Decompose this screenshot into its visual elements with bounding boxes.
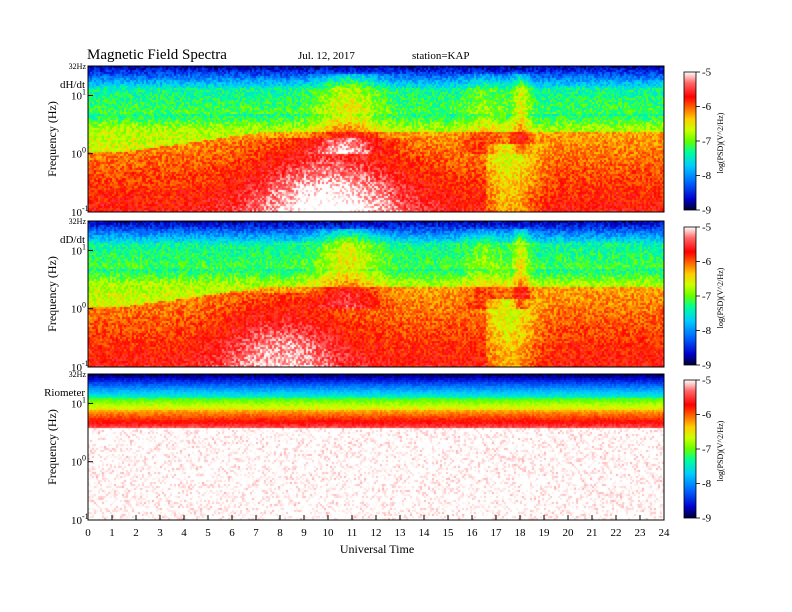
x-tick-label: 0 (85, 527, 91, 539)
colorbar-tick-label: -6 (702, 409, 712, 421)
x-tick-label: 14 (419, 527, 431, 539)
colorbar-tick-label: -9 (702, 360, 712, 372)
x-tick-label: 12 (371, 527, 382, 539)
x-tick-label: 24 (659, 527, 671, 539)
y-tick-label: 10 (71, 207, 83, 219)
x-tick-label: 16 (467, 527, 479, 539)
y-tick-label: 10 (71, 398, 83, 410)
y-tick-top: 32Hz (69, 370, 87, 379)
x-tick-label: 21 (587, 527, 598, 539)
y-axis-label: Frequency (Hz) (45, 409, 59, 485)
colorbar-tick-label: -5 (702, 222, 712, 234)
y-tick-label: 10 (71, 362, 83, 374)
x-tick-label: 4 (181, 527, 187, 539)
colorbar-scale (683, 226, 697, 366)
x-tick-label: 3 (157, 527, 163, 539)
colorbar-tick-label: -6 (702, 101, 712, 113)
y-tick-label: 10 (71, 304, 83, 316)
colorbar-tick-label: -5 (702, 67, 712, 79)
y-tick-exponent: 0 (82, 146, 86, 155)
x-tick-label: 19 (539, 527, 551, 539)
x-tick-label: 10 (323, 527, 335, 539)
colorbar-scale (683, 71, 697, 211)
colorbar-label: log(PSD)(V^2/Hz) (716, 420, 725, 481)
x-tick-label: 8 (277, 527, 283, 539)
y-tick-exponent: -1 (82, 512, 89, 521)
colorbar-tick-label: -8 (702, 478, 712, 490)
colorbar-label: log(PSD)(V^2/Hz) (716, 112, 725, 173)
colorbar-tick-label: -9 (702, 205, 712, 217)
x-tick-label: 18 (515, 527, 527, 539)
x-tick-label: 1 (109, 527, 115, 539)
y-tick-exponent: 1 (82, 87, 86, 96)
panel-label: dD/dt (60, 234, 85, 246)
colorbar: -5 -6 -7 -8 -9 log(PSD)(V^2/Hz) (683, 222, 725, 372)
y-tick-exponent: 0 (82, 301, 86, 310)
x-tick-label: 20 (563, 527, 575, 539)
colorbar-tick-label: -5 (702, 375, 712, 387)
y-tick-label: 10 (71, 149, 83, 161)
y-tick-label: 10 (71, 90, 83, 102)
x-tick-label: 11 (347, 527, 358, 539)
colorbar-tick-label: -7 (702, 136, 712, 148)
x-axis: 0 1 2 3 4 5 6 7 8 9 10 11 12 13 14 15 16 17 18 19 20 21 22 23 24 (85, 515, 670, 539)
y-tick-top: 32Hz (69, 62, 87, 71)
x-axis-label: Universal Time (340, 542, 414, 556)
colorbar-tick-label: -9 (702, 513, 712, 525)
y-tick-label: 10 (71, 457, 83, 469)
y-tick-label: 10 (71, 515, 83, 527)
x-tick-label: 17 (491, 527, 503, 539)
x-tick-label: 6 (229, 527, 235, 539)
y-tick-top: 32Hz (69, 217, 87, 226)
x-tick-label: 5 (205, 527, 211, 539)
x-tick-label: 2 (133, 527, 139, 539)
panel-label: dH/dt (60, 79, 85, 91)
x-tick-label: 23 (635, 527, 647, 539)
y-axis-label: Frequency (Hz) (45, 101, 59, 177)
y-tick-exponent: -1 (82, 204, 89, 213)
x-tick-label: 15 (443, 527, 455, 539)
y-tick-exponent: -1 (82, 359, 89, 368)
colorbar-tick-label: -6 (702, 256, 712, 268)
x-tick-label: 7 (253, 527, 259, 539)
y-tick-exponent: 1 (82, 395, 86, 404)
colorbar-tick-label: -8 (702, 170, 712, 182)
y-tick-label: 10 (71, 245, 83, 257)
x-tick-label: 13 (395, 527, 407, 539)
panel-frame (87, 220, 665, 368)
x-tick-label: 9 (301, 527, 307, 539)
x-tick-label: 22 (611, 527, 622, 539)
panel-label: Riometer (44, 387, 85, 399)
y-tick-exponent: 1 (82, 242, 86, 251)
spectrogram-image (88, 374, 664, 520)
chart-date: Jul. 12, 2017 (298, 50, 355, 62)
colorbar: -5 -6 -7 -8 -9 log(PSD)(V^2/Hz) (683, 375, 725, 525)
y-tick-exponent: 0 (82, 454, 86, 463)
colorbar-tick-label: -8 (702, 325, 712, 337)
chart-title: Magnetic Field Spectra (87, 47, 227, 63)
chart-station: station=KAP (412, 50, 470, 62)
colorbar: -5 -6 -7 -8 -9 log(PSD)(V^2/Hz) (683, 67, 725, 217)
colorbar-tick-label: -7 (702, 444, 712, 456)
colorbar-tick-label: -7 (702, 291, 712, 303)
spectrogram-image (88, 221, 664, 367)
y-axis-label: Frequency (Hz) (45, 256, 59, 332)
spectrogram-image (88, 66, 664, 212)
colorbar-label: log(PSD)(V^2/Hz) (716, 267, 725, 328)
panel-frame (87, 65, 665, 213)
colorbar-scale (683, 379, 697, 519)
